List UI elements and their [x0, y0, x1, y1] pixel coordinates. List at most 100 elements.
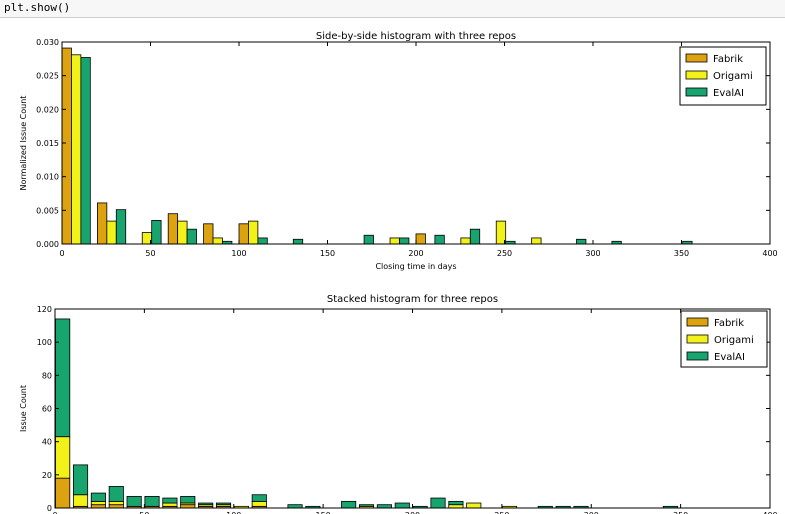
- y-tick-label: 60: [42, 405, 52, 414]
- y-tick-label: 0.010: [36, 173, 59, 182]
- bar-evalai: [341, 500, 357, 509]
- bar-origami: [212, 237, 223, 245]
- legend-label-evalai: EvalAI: [714, 352, 745, 363]
- x-tick-label: 350: [674, 249, 689, 258]
- code-line: plt.show(): [4, 1, 71, 14]
- bar-evalai: [126, 495, 142, 507]
- bar-evalai: [469, 228, 481, 245]
- y-tick-label: 80: [42, 371, 52, 380]
- bar-evalai: [55, 318, 71, 438]
- legend-swatch-evalai: [685, 87, 708, 97]
- bar-evalai: [162, 497, 178, 504]
- x-tick-label: 50: [145, 249, 155, 258]
- x-tick-label: 100: [226, 511, 241, 514]
- bar-origami: [90, 500, 106, 506]
- bar-evalai: [115, 209, 127, 245]
- chart-title: Side-by-side histogram with three repos: [316, 31, 516, 42]
- y-tick-label: 40: [42, 438, 52, 447]
- bar-origami: [460, 237, 471, 245]
- bar-evalai: [151, 220, 162, 245]
- bar-evalai: [198, 502, 214, 506]
- legend-swatch-evalai: [686, 351, 709, 361]
- plot-frame: [54, 308, 771, 509]
- side-by-side-histogram: 0 50 100 150 200 250 300 350 400 0.000 0.005 0.010 0…: [19, 31, 778, 271]
- bar-origami: [251, 500, 267, 507]
- x-tick-label: 300: [585, 249, 600, 258]
- y-tick-label: 0: [47, 504, 52, 513]
- bar-evalai: [186, 228, 197, 245]
- legend-label-fabrik: Fabrik: [713, 54, 743, 65]
- bar-evalai: [108, 486, 124, 502]
- x-tick-label: 100: [231, 249, 246, 258]
- x-tick-label: 250: [497, 249, 512, 258]
- legend-label-evalai: EvalAI: [713, 88, 744, 99]
- bar-evalai: [251, 494, 267, 502]
- x-tick-label: 150: [315, 511, 330, 514]
- bar-evalai: [257, 237, 268, 245]
- bar-evalai: [434, 234, 445, 245]
- y-tick-label: 0.030: [36, 38, 59, 47]
- bar-origami: [108, 500, 124, 506]
- bar-fabrik: [167, 213, 179, 245]
- bar-origami: [466, 502, 482, 509]
- bar-origami: [389, 237, 400, 245]
- code-cell[interactable]: plt.show(): [0, 0, 785, 18]
- x-tick-label: 0: [52, 511, 57, 514]
- x-tick-label: 250: [494, 511, 509, 514]
- bar-evalai: [292, 238, 304, 245]
- bar-evalai: [80, 57, 91, 245]
- bar-fabrik: [55, 477, 71, 509]
- bar-evalai: [215, 502, 232, 506]
- x-tick-label: 200: [405, 511, 420, 514]
- legend-label-origami: Origami: [714, 335, 754, 346]
- y-axis-label: Normalized Issue Count: [19, 96, 28, 191]
- y-tick-label: 0.025: [36, 72, 59, 81]
- legend-swatch-origami: [685, 70, 708, 80]
- bar-origami: [106, 220, 117, 245]
- x-tick-label: 50: [139, 511, 149, 514]
- bar-fabrik: [415, 233, 426, 245]
- x-tick-label: 400: [762, 511, 777, 514]
- y-tick-label: 0.005: [36, 206, 59, 215]
- x-tick-label: 200: [408, 249, 423, 258]
- bar-evalai: [363, 234, 374, 245]
- x-tick-label: 400: [762, 249, 777, 258]
- chart-title: Stacked histogram for three repos: [327, 294, 498, 305]
- y-tick-label: 120: [37, 305, 52, 314]
- legend-label-origami: Origami: [713, 71, 753, 82]
- bar-origami: [177, 220, 188, 245]
- legend-swatch-origami: [686, 334, 709, 344]
- bar-evalai: [144, 495, 160, 507]
- bar-origami: [248, 220, 259, 245]
- y-tick-label: 20: [42, 471, 52, 480]
- x-tick-label: 150: [320, 249, 335, 258]
- bar-fabrik: [97, 202, 108, 245]
- y-axis-label: Issue Count: [19, 385, 28, 432]
- x-axis-label: Closing time in days: [375, 262, 456, 271]
- bar-evalai: [448, 500, 464, 506]
- bar-fabrik: [203, 223, 214, 245]
- bar-origami: [162, 502, 178, 507]
- y-tick-label: 0.000: [36, 240, 59, 249]
- x-tick-label: 300: [584, 511, 599, 514]
- bar-evalai: [394, 502, 410, 509]
- y-tick-label: 0.015: [36, 139, 59, 148]
- bar-evalai: [399, 237, 410, 245]
- x-tick-label: 350: [673, 511, 688, 514]
- bar-origami: [531, 237, 542, 245]
- bar-fabrik: [61, 47, 72, 245]
- bar-evalai: [430, 497, 446, 509]
- bar-evalai: [358, 504, 375, 507]
- bar-origami: [71, 54, 82, 245]
- legend-swatch-fabrik: [685, 53, 708, 63]
- y-tick-label: 0.020: [36, 105, 59, 114]
- bar-origami: [55, 436, 71, 479]
- bar-origami: [72, 494, 89, 507]
- bar-evalai: [576, 238, 587, 245]
- legend-label-fabrik: Fabrik: [714, 318, 744, 329]
- stacked-histogram: 0 50 100 150 200 250 300 350 400 0 20 40 60 80 100 120 S…: [19, 294, 778, 514]
- y-tick-label: 100: [37, 338, 52, 347]
- x-tick-label: 0: [59, 249, 64, 258]
- bar-fabrik: [238, 223, 249, 245]
